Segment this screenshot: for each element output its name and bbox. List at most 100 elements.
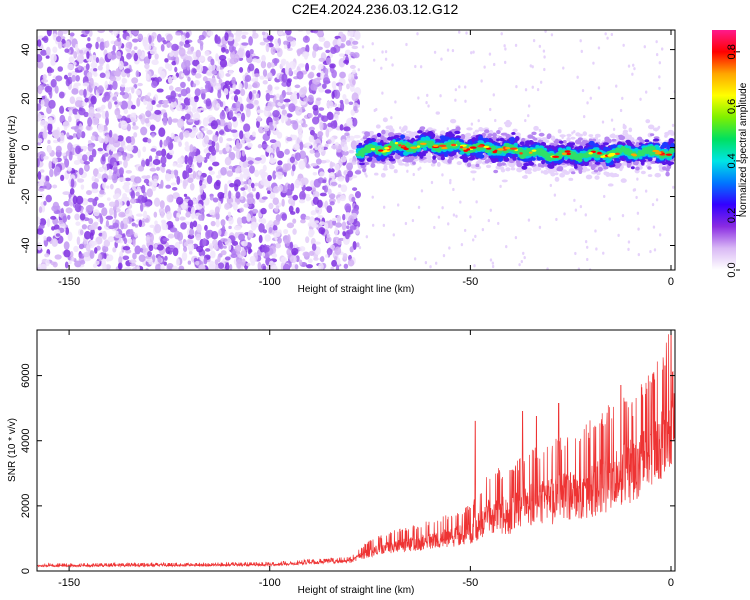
heatmap-cell	[568, 177, 574, 181]
heatmap-cell	[157, 256, 162, 263]
heatmap-cell	[262, 246, 270, 253]
heatmap-cell	[161, 148, 167, 157]
heatmap-cell	[138, 254, 146, 262]
heatmap-cell	[343, 126, 351, 132]
heatmap-cell	[588, 134, 594, 138]
heatmap-cell	[277, 237, 282, 244]
heatmap-cell	[257, 261, 262, 270]
heatmap-cell	[81, 224, 88, 230]
heatmap-cell	[37, 216, 41, 226]
heatmap-cell	[215, 142, 220, 151]
heatmap-cell	[78, 243, 85, 250]
heatmap-cell	[275, 171, 283, 177]
heatmap-cell	[644, 90, 648, 94]
heatmap-cell	[160, 155, 167, 165]
heatmap-cell	[493, 169, 499, 174]
heatmap-cell	[139, 203, 144, 212]
heatmap-cell	[270, 46, 276, 55]
heatmap-cell	[39, 218, 47, 227]
heatmap-cell	[208, 263, 215, 270]
heatmap-cell	[151, 80, 158, 89]
heatmap-cell	[352, 40, 359, 45]
heatmap-cell	[496, 138, 500, 142]
heatmap-cell	[261, 252, 266, 257]
heatmap-cell	[159, 70, 166, 80]
heatmap-cell	[430, 163, 436, 167]
heatmap-cell	[318, 263, 324, 270]
heatmap-cell	[192, 170, 197, 179]
heatmap-cell	[555, 217, 558, 222]
heatmap-cell	[310, 221, 317, 228]
heatmap-cell	[283, 44, 288, 50]
heatmap-cell	[611, 138, 617, 142]
heatmap-cell	[118, 167, 124, 176]
heatmap-cell	[84, 30, 90, 34]
heatmap-cell	[198, 34, 205, 41]
heatmap-cell	[174, 86, 182, 92]
heatmap-cell	[171, 118, 179, 123]
heatmap-cell	[305, 186, 313, 192]
heatmap-cell	[254, 182, 259, 187]
heatmap-cell	[427, 104, 430, 108]
heatmap-cell	[248, 90, 253, 100]
heatmap-cell	[416, 32, 419, 36]
heatmap-cell	[296, 92, 300, 100]
heatmap-cell	[619, 108, 623, 113]
heatmap-cell	[285, 91, 293, 96]
heatmap-cell	[318, 57, 325, 62]
heatmap-cell	[388, 125, 394, 131]
heatmap-cell	[284, 102, 290, 107]
heatmap-cell	[171, 60, 177, 66]
heatmap-cell	[262, 265, 267, 270]
heatmap-cell	[576, 75, 579, 79]
heatmap-cell	[566, 137, 571, 142]
heatmap-cell	[562, 139, 567, 144]
heatmap-cell	[269, 139, 277, 144]
heatmap-cell	[450, 118, 457, 124]
heatmap-cell	[148, 155, 153, 163]
heatmap-cell	[280, 256, 287, 264]
heatmap-cell	[264, 105, 272, 112]
heatmap-cell	[42, 129, 48, 140]
heatmap-cell	[73, 245, 79, 253]
heatmap-cell	[168, 52, 175, 57]
heatmap-cell	[352, 240, 357, 250]
heatmap-cell	[233, 54, 240, 63]
heatmap-cell	[261, 54, 266, 62]
heatmap-cell	[102, 181, 107, 190]
heatmap-cell	[324, 89, 332, 94]
heatmap-cell	[180, 222, 187, 230]
heatmap-cell	[75, 96, 83, 102]
heatmap-cell	[268, 202, 274, 210]
heatmap-cell	[653, 136, 660, 140]
heatmap-cell	[105, 185, 110, 189]
heatmap-cell	[220, 219, 226, 227]
heatmap-cell	[392, 233, 395, 237]
heatmap-cell	[594, 133, 601, 138]
heatmap-cell	[265, 89, 271, 94]
heatmap-cell	[246, 262, 251, 267]
heatmap-cell	[558, 140, 564, 144]
heatmap-cell	[51, 205, 58, 212]
heatmap-cell	[177, 157, 183, 164]
heatmap-cell	[562, 66, 565, 70]
heatmap-cell	[199, 179, 203, 187]
heatmap-cell	[152, 178, 158, 187]
heatmap-cell	[192, 68, 198, 74]
heatmap-cell	[239, 207, 244, 213]
heatmap-cell	[364, 133, 370, 137]
heatmap-cell	[228, 241, 232, 251]
heatmap-cell	[87, 117, 93, 127]
heatmap-cell	[532, 167, 538, 171]
heatmap-cell	[319, 64, 324, 70]
heatmap-cell	[361, 45, 365, 49]
heatmap-cell	[454, 88, 458, 92]
heatmap-cell	[241, 149, 246, 157]
heatmap-cell	[584, 213, 587, 217]
heatmap-cell	[122, 255, 130, 261]
heatmap-cell	[212, 197, 219, 203]
heatmap-cell	[264, 234, 271, 242]
heatmap-cell	[208, 166, 213, 171]
heatmap-cell	[155, 150, 163, 157]
heatmap-cell	[104, 80, 109, 90]
